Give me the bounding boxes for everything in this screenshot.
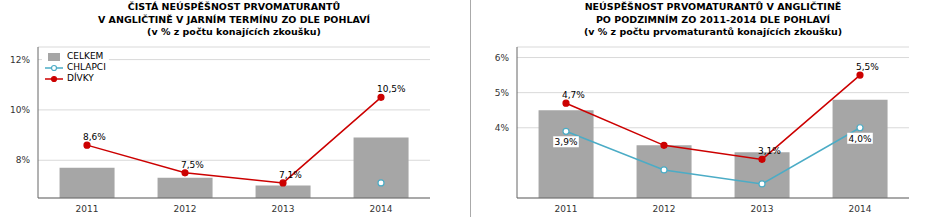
html-text:CELKEM: CELKEM [67, 51, 104, 61]
svg-text:7,1%: 7,1% [279, 170, 302, 180]
svg-text:7,5%: 7,5% [181, 160, 204, 170]
svg-text:4%: 4% [495, 123, 510, 133]
svg-text:3,9%: 3,9% [555, 137, 578, 147]
html-text:V ANGLIČTINĚ V JARNÍM TERMÍNU: V ANGLIČTINĚ V JARNÍM TERMÍNU ZO DLE POH… [98, 13, 370, 25]
html-text:ČISTÁ NEÚSPĚŠNOST PRVOMATURANT: ČISTÁ NEÚSPĚŠNOST PRVOMATURANTŮ [127, 1, 341, 12]
html-text:DÍVKY: DÍVKY [67, 73, 94, 83]
svg-text:5,5%: 5,5% [856, 62, 879, 72]
svg-text:8%: 8% [16, 155, 31, 165]
svg-text:6%: 6% [495, 53, 510, 63]
svg-text:10%: 10% [10, 105, 30, 115]
svg-text:2011: 2011 [76, 204, 99, 214]
html-text:(v % z počtu konajících zkoušk: (v % z počtu konajících zkoušku) [147, 26, 321, 37]
html-text:(v % z počtu prvomaturantů kon: (v % z počtu prvomaturantů konajících zk… [583, 26, 843, 37]
svg-text:2014: 2014 [849, 204, 872, 214]
svg-text:4,0%: 4,0% [849, 134, 872, 144]
html-text:PO PODZIMNÍM ZO 2011-2014 DLE: PO PODZIMNÍM ZO 2011-2014 DLE POHLAVÍ [595, 13, 831, 25]
html-text:NEÚSPĚŠNOST PRVOMATURANTŮ V AN: NEÚSPĚŠNOST PRVOMATURANTŮ V ANGLIČTINĚ [584, 1, 842, 12]
svg-text:8,6%: 8,6% [83, 132, 106, 142]
svg-text:2014: 2014 [370, 204, 393, 214]
svg-text:2011: 2011 [555, 204, 578, 214]
svg-text:12%: 12% [10, 55, 30, 65]
html-text:CHLAPCI: CHLAPCI [67, 62, 106, 72]
svg-text:2012: 2012 [174, 204, 197, 214]
svg-text:5%: 5% [495, 88, 510, 98]
svg-text:2013: 2013 [751, 204, 774, 214]
svg-text:4,7%: 4,7% [562, 90, 585, 100]
svg-text:2012: 2012 [653, 204, 676, 214]
svg-text:3,1%: 3,1% [758, 146, 781, 156]
svg-text:2013: 2013 [272, 204, 295, 214]
svg-text:10,5%: 10,5% [377, 84, 406, 94]
